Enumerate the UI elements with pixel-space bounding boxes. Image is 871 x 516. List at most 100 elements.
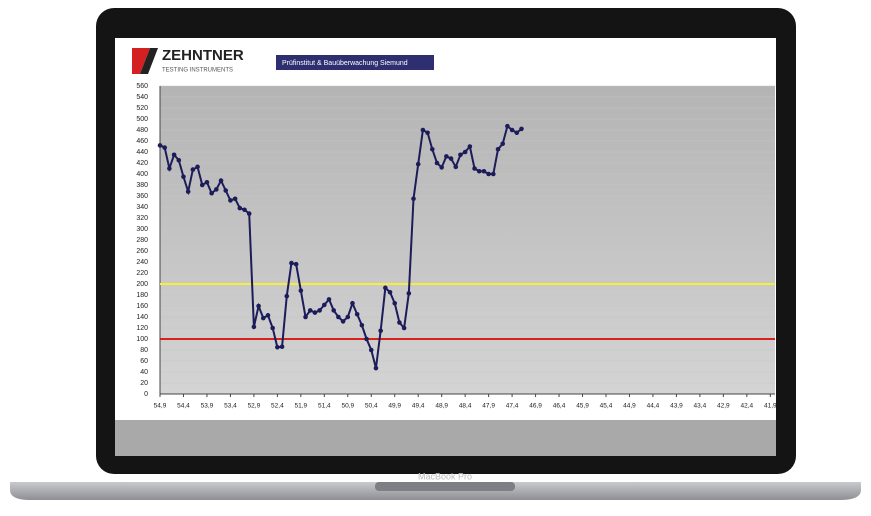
y-tick-label: 120 <box>136 325 148 332</box>
y-tick-label: 300 <box>136 226 148 233</box>
y-tick-label: 200 <box>136 281 148 288</box>
y-tick-label: 560 <box>136 83 148 90</box>
data-point <box>176 158 181 163</box>
data-point <box>238 206 243 211</box>
x-tick-label: 47,4 <box>506 403 519 410</box>
data-point <box>313 310 318 315</box>
y-tick-label: 420 <box>136 160 148 167</box>
data-point <box>519 127 524 132</box>
screen-footer <box>115 420 776 456</box>
data-point <box>200 183 205 188</box>
y-tick-label: 280 <box>136 237 148 244</box>
data-point <box>256 304 261 309</box>
data-point <box>247 211 252 216</box>
data-point <box>261 316 266 321</box>
x-tick-label: 44,4 <box>647 403 660 410</box>
y-tick-label: 0 <box>144 391 148 398</box>
y-tick-label: 480 <box>136 127 148 134</box>
y-tick-label: 100 <box>136 336 148 343</box>
x-tick-label: 45,9 <box>576 403 589 410</box>
data-point <box>181 174 186 179</box>
data-point <box>407 291 412 296</box>
y-tick-label: 460 <box>136 138 148 145</box>
data-point <box>510 128 515 133</box>
data-point <box>472 166 477 171</box>
data-point <box>327 297 332 302</box>
y-tick-label: 180 <box>136 292 148 299</box>
data-point <box>299 288 304 293</box>
x-tick-label: 48,9 <box>435 403 448 410</box>
data-point <box>209 191 214 196</box>
x-tick-label: 47,9 <box>482 403 495 410</box>
x-tick-label: 46,4 <box>553 403 566 410</box>
data-point <box>364 337 369 342</box>
data-point <box>242 207 247 212</box>
data-point <box>172 152 177 157</box>
y-tick-label: 20 <box>140 380 148 387</box>
y-tick-label: 320 <box>136 215 148 222</box>
data-point <box>449 156 454 161</box>
data-point <box>294 262 299 267</box>
y-tick-label: 360 <box>136 193 148 200</box>
data-point <box>463 150 468 155</box>
data-point <box>308 308 313 313</box>
y-tick-label: 400 <box>136 171 148 178</box>
screenshot: MacBook Pro ZEHNTNER TESTING INSTRUMENTS… <box>0 0 871 511</box>
x-tick-label: 50,4 <box>365 403 378 410</box>
data-point <box>486 172 491 177</box>
data-point <box>275 345 280 350</box>
data-point <box>195 165 200 170</box>
y-tick-label: 340 <box>136 204 148 211</box>
x-tick-label: 51,9 <box>295 403 308 410</box>
data-point <box>233 196 238 201</box>
data-point <box>191 167 196 172</box>
data-point <box>496 147 501 152</box>
x-tick-label: 42,9 <box>717 403 730 410</box>
data-point <box>477 169 482 174</box>
x-tick-label: 52,4 <box>271 403 284 410</box>
data-point <box>421 128 426 133</box>
data-point <box>228 198 233 203</box>
y-tick-label: 380 <box>136 182 148 189</box>
data-point <box>491 172 496 177</box>
data-point <box>317 308 322 313</box>
data-point <box>388 290 393 295</box>
x-tick-label: 45,4 <box>600 403 613 410</box>
x-tick-label: 54,9 <box>154 403 167 410</box>
brand: ZEHNTNER <box>162 47 244 64</box>
data-point <box>350 301 355 306</box>
data-point <box>270 326 275 331</box>
data-point <box>500 141 505 146</box>
data-point <box>468 144 473 149</box>
data-point <box>341 319 346 324</box>
notch <box>375 482 515 491</box>
x-tick-label: 49,9 <box>388 403 401 410</box>
data-point <box>280 344 285 349</box>
x-tick-label: 43,9 <box>670 403 683 410</box>
data-point <box>430 147 435 152</box>
data-point <box>444 154 449 159</box>
data-point <box>331 308 336 313</box>
data-point <box>303 315 308 320</box>
y-tick-label: 40 <box>140 369 148 376</box>
data-point <box>374 366 379 371</box>
data-point <box>514 130 519 135</box>
x-tick-label: 41,9 <box>764 403 777 410</box>
data-point <box>360 323 365 328</box>
x-tick-label: 42,4 <box>741 403 754 410</box>
y-tick-label: 260 <box>136 248 148 255</box>
partner: Prüfinstitut & Bauüberwachung Siemund <box>282 60 408 67</box>
data-point <box>355 312 360 317</box>
device-label: MacBook Pro <box>418 471 472 481</box>
x-tick-label: 48,4 <box>459 403 472 410</box>
data-point <box>223 188 228 193</box>
y-tick-label: 540 <box>136 94 148 101</box>
y-tick-label: 500 <box>136 116 148 123</box>
data-point <box>186 189 191 194</box>
data-point <box>205 180 210 185</box>
x-tick-label: 51,4 <box>318 403 331 410</box>
data-point <box>266 313 271 318</box>
data-point <box>162 145 167 150</box>
x-tick-label: 46,9 <box>529 403 542 410</box>
y-tick-label: 240 <box>136 259 148 266</box>
